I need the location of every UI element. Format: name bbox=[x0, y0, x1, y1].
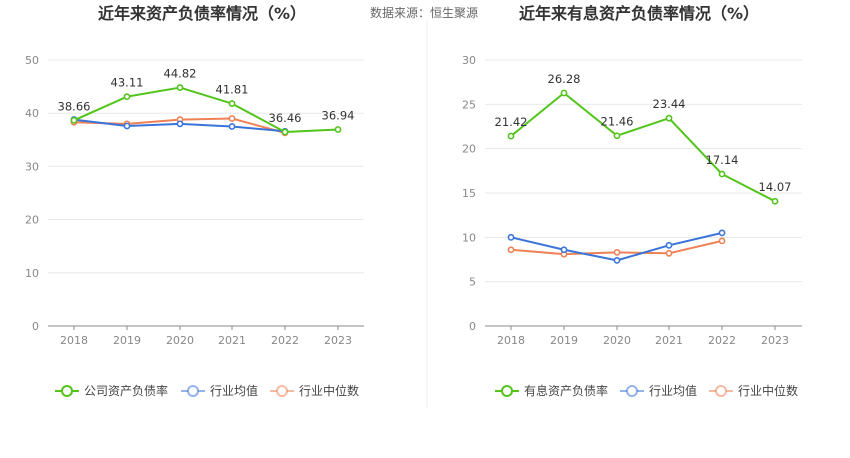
right-x-tick-label: 2020 bbox=[603, 334, 631, 347]
left-x-tick-label: 2020 bbox=[166, 334, 194, 347]
right-data-label: 26.28 bbox=[548, 72, 581, 86]
left-legend-label: 行业中位数 bbox=[299, 383, 359, 398]
right-legend-item-median: 行业中位数 bbox=[709, 383, 798, 398]
left-point-company bbox=[70, 116, 78, 124]
left-x-tick-label: 2022 bbox=[271, 334, 299, 347]
left-legend-item-company: 公司资产负债率 bbox=[55, 383, 168, 398]
left-legend-item-avg: 行业均值 bbox=[181, 383, 258, 398]
left-point-company bbox=[228, 100, 236, 107]
right-point-avg bbox=[507, 233, 515, 241]
left-legend-marker-icon bbox=[61, 385, 73, 397]
right-legend-item-company: 有息资产负债率 bbox=[495, 383, 608, 398]
right-legend-label: 行业中位数 bbox=[738, 383, 798, 398]
right-legend-label: 有息资产负债率 bbox=[524, 383, 608, 398]
left-chart-title: 近年来资产负债率情况（%） bbox=[98, 4, 306, 23]
left-x-tick-label: 2019 bbox=[113, 334, 141, 347]
left-data-label: 43.11 bbox=[111, 76, 144, 90]
left-data-label: 44.82 bbox=[164, 67, 197, 81]
left-data-label: 38.66 bbox=[58, 99, 91, 113]
left-data-label: 36.46 bbox=[269, 111, 302, 125]
right-x-tick-label: 2019 bbox=[550, 334, 578, 347]
right-y-tick-label: 20 bbox=[462, 143, 476, 156]
left-point-company bbox=[281, 128, 289, 136]
right-legend-marker-icon bbox=[715, 385, 727, 397]
right-point-company bbox=[718, 170, 726, 178]
right-y-tick-label: 15 bbox=[462, 187, 476, 200]
right-chart: 0 5 10 15 20 25 30 2018 2019 2020 2021 2022 2023 21.4… bbox=[462, 54, 802, 398]
right-point-median bbox=[613, 249, 621, 256]
right-point-avg bbox=[665, 241, 673, 249]
right-data-label: 23.44 bbox=[653, 97, 686, 111]
left-point-avg bbox=[228, 123, 236, 130]
left-series-line-company bbox=[73, 86, 339, 134]
right-y-tick-label: 30 bbox=[462, 54, 476, 67]
left-y-tick-label: 10 bbox=[25, 267, 39, 280]
right-point-avg bbox=[718, 229, 726, 237]
right-x-tick-label: 2021 bbox=[655, 334, 683, 347]
left-y-tick-label: 40 bbox=[25, 107, 39, 120]
left-point-median bbox=[228, 115, 236, 122]
right-point-company bbox=[613, 132, 621, 140]
right-series-line-company bbox=[510, 91, 776, 203]
right-point-median bbox=[718, 237, 726, 245]
right-y-tick-label: 0 bbox=[469, 320, 476, 333]
left-legend-item-median: 行业中位数 bbox=[270, 383, 359, 398]
left-point-company bbox=[123, 93, 131, 101]
left-point-avg bbox=[123, 122, 131, 130]
right-point-median bbox=[507, 246, 515, 254]
right-data-label: 14.07 bbox=[759, 180, 792, 194]
right-point-median bbox=[665, 249, 673, 257]
left-point-avg bbox=[176, 120, 184, 128]
right-legend-label: 行业均值 bbox=[649, 383, 697, 398]
left-chart: 0 10 20 30 40 50 2018 2019 2020 2021 2022 2023 38.66… bbox=[25, 54, 364, 398]
right-data-label: 17.14 bbox=[706, 153, 739, 167]
left-y-tick-label: 0 bbox=[32, 320, 39, 333]
right-x-tick-label: 2018 bbox=[497, 334, 525, 347]
data-source-label: 数据来源：恒生聚源 bbox=[370, 5, 478, 20]
right-point-avg bbox=[613, 256, 621, 264]
left-x-tick-label: 2018 bbox=[60, 334, 88, 347]
left-y-tick-label: 50 bbox=[25, 54, 39, 67]
right-data-label: 21.46 bbox=[601, 115, 634, 129]
left-point-company bbox=[334, 126, 342, 133]
left-x-tick-label: 2021 bbox=[218, 334, 246, 347]
right-x-tick-label: 2023 bbox=[761, 334, 789, 347]
right-point-company bbox=[771, 197, 779, 205]
left-legend-label: 行业均值 bbox=[210, 383, 258, 398]
left-data-label: 41.81 bbox=[216, 83, 249, 97]
right-legend-marker-icon bbox=[501, 385, 513, 397]
right-x-tick-label: 2022 bbox=[708, 334, 736, 347]
right-legend-marker-icon bbox=[626, 385, 638, 397]
left-x-tick-label: 2023 bbox=[324, 334, 352, 347]
left-legend-label: 公司资产负债率 bbox=[84, 383, 168, 398]
right-y-tick-label: 10 bbox=[462, 231, 476, 244]
right-point-company bbox=[665, 114, 673, 122]
left-point-company bbox=[176, 84, 184, 91]
right-point-avg bbox=[560, 246, 568, 254]
left-data-label: 36.94 bbox=[322, 108, 355, 122]
right-data-label: 21.42 bbox=[495, 115, 528, 129]
right-point-company bbox=[507, 132, 515, 140]
right-legend-item-avg: 行业均值 bbox=[620, 383, 697, 398]
left-y-tick-label: 30 bbox=[25, 160, 39, 173]
right-y-tick-label: 25 bbox=[462, 98, 476, 111]
left-legend-marker-icon bbox=[276, 385, 288, 397]
left-legend-marker-icon bbox=[187, 385, 199, 397]
right-point-company bbox=[560, 89, 568, 97]
right-chart-title: 近年来有息资产负债率情况（%） bbox=[519, 4, 759, 23]
left-y-tick-label: 20 bbox=[25, 214, 39, 227]
right-y-tick-label: 5 bbox=[469, 276, 476, 289]
